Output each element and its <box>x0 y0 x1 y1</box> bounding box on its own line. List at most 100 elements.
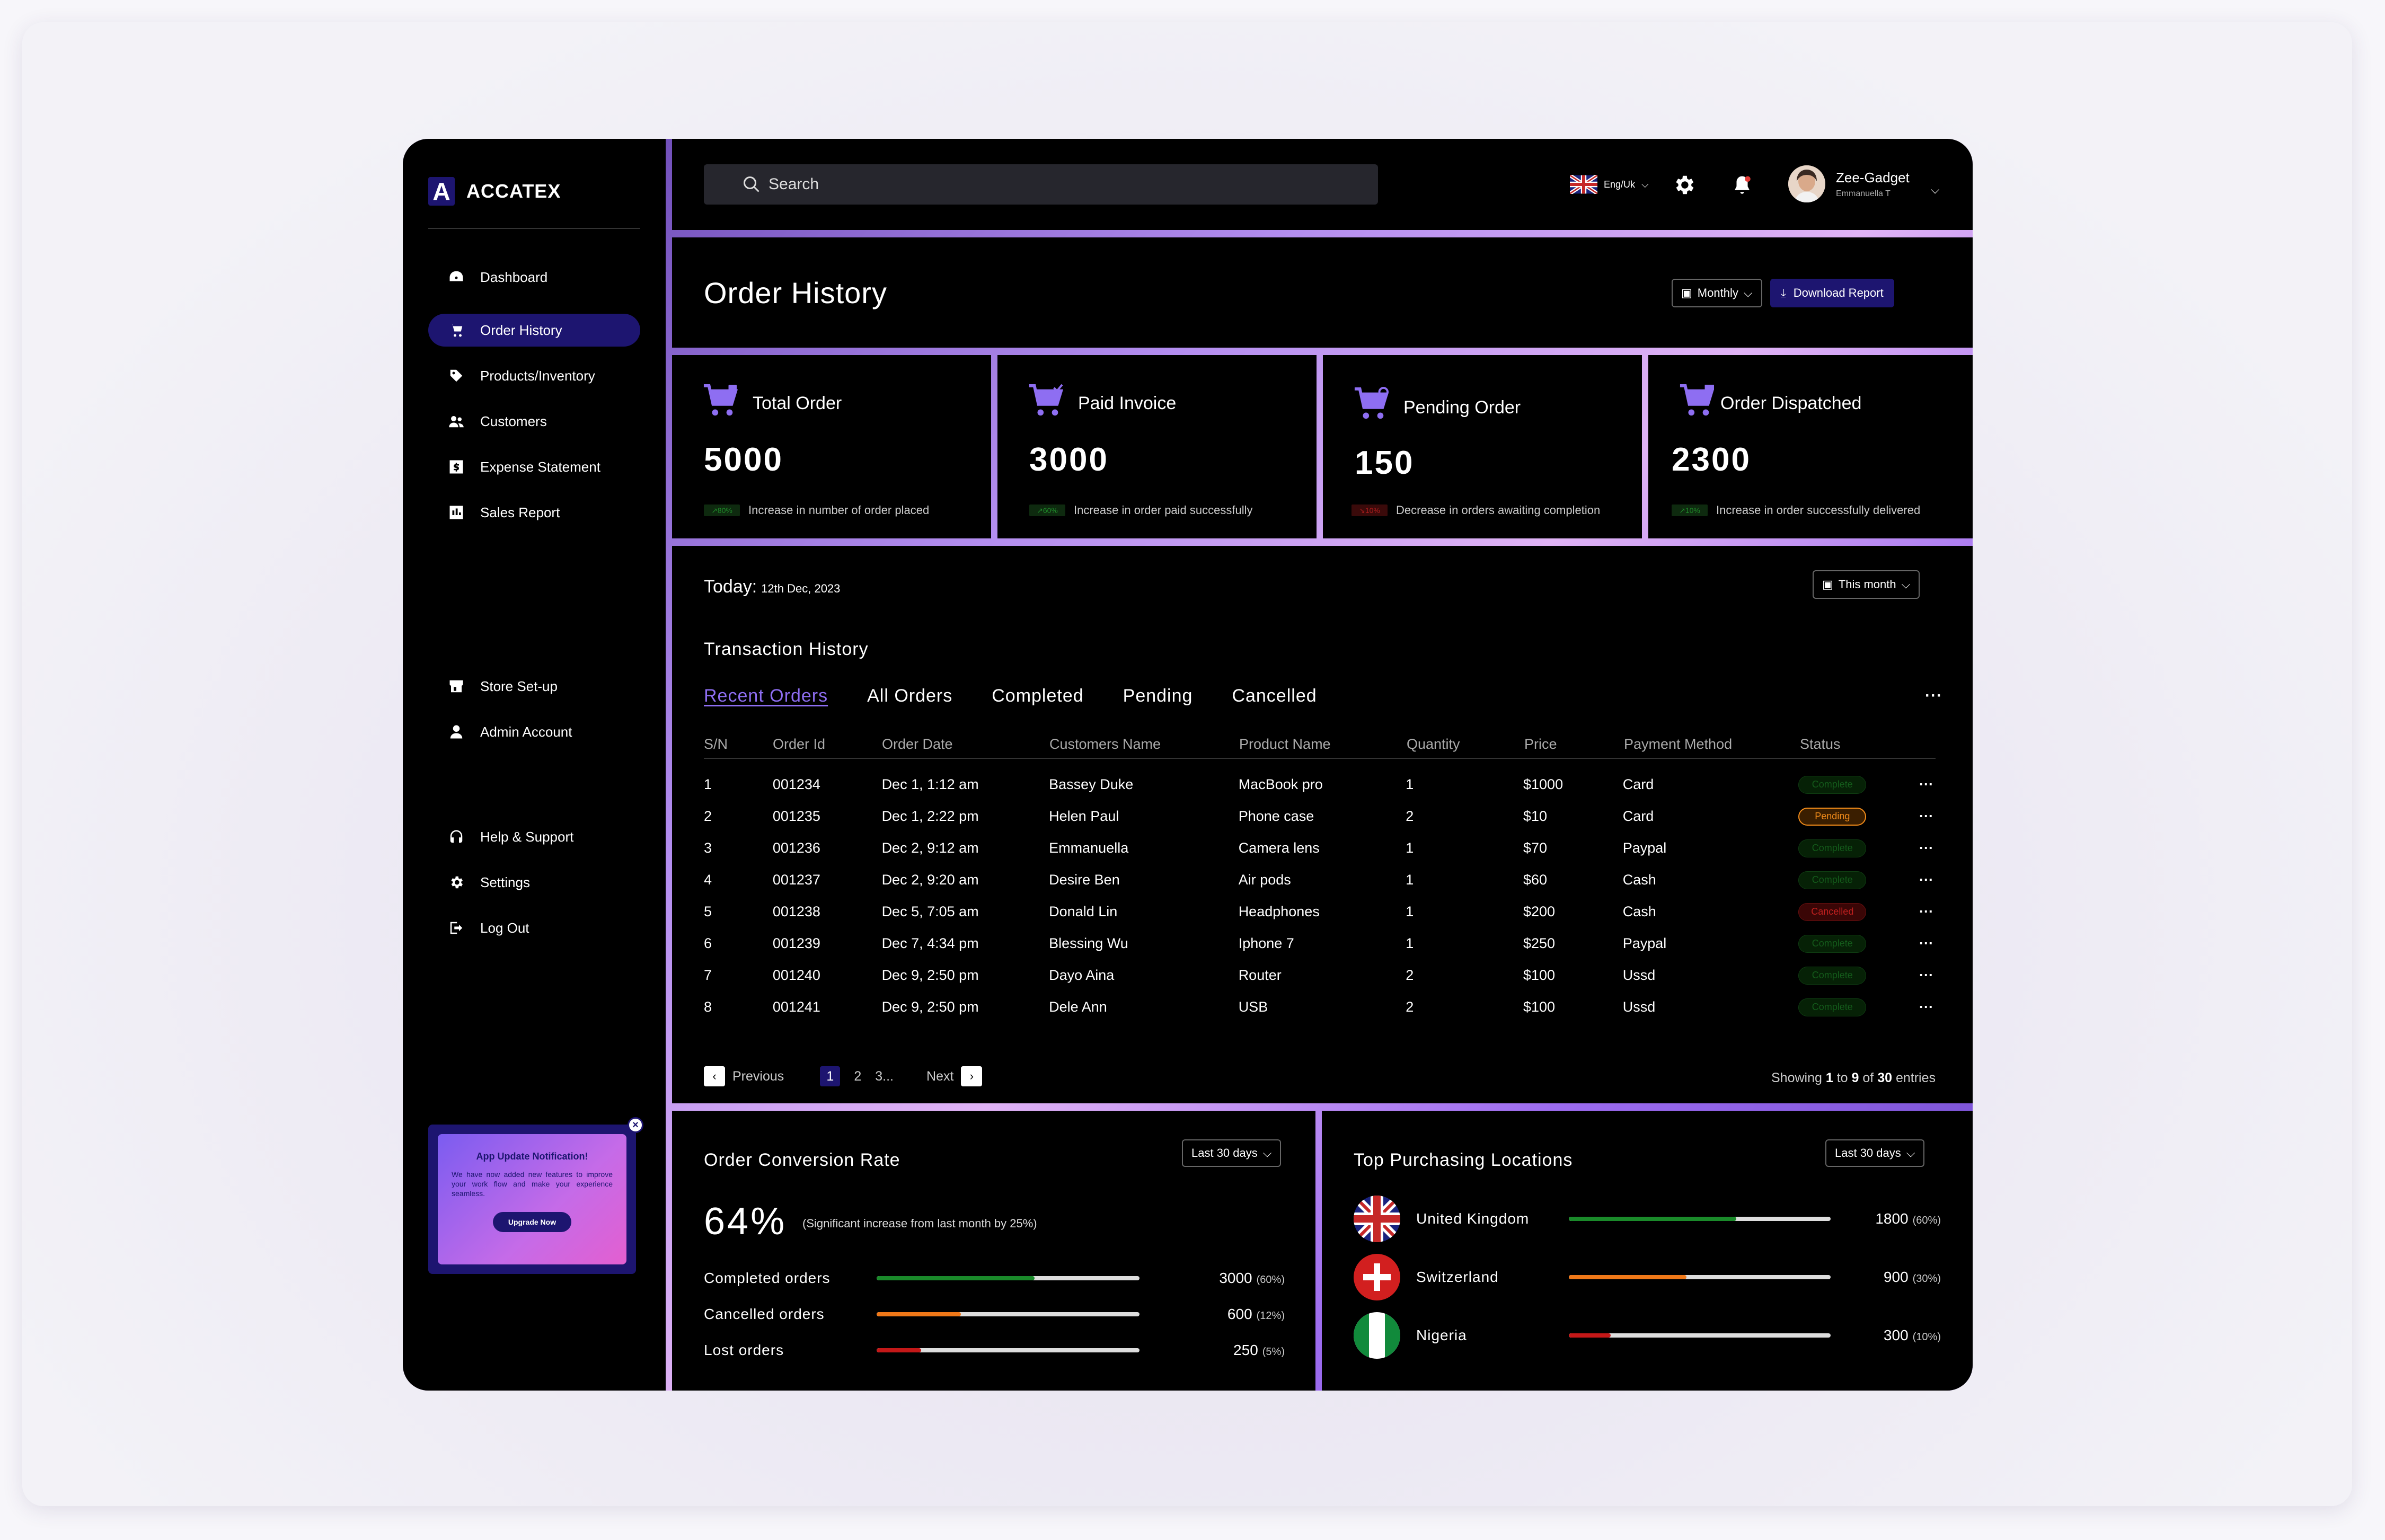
price-cell: $1000 <box>1523 776 1564 792</box>
progress-fill <box>1569 1333 1611 1338</box>
product-name-cell: Camera lens <box>1238 839 1320 856</box>
quantity-cell: 1 <box>1406 871 1414 888</box>
table-row[interactable]: 8 001241 Dec 9, 2:50 pm Dele Ann USB 2 $100 Uss… <box>704 991 1936 1023</box>
tab-all-orders[interactable]: All Orders <box>867 686 953 706</box>
sidebar-item-expense[interactable]: Expense Statement <box>428 450 640 483</box>
row-actions-icon[interactable]: ··· <box>1919 808 1933 824</box>
top-locations-panel: Top Purchasing Locations Last 30 days ⌵ … <box>1322 1111 1973 1391</box>
payment-method-cell: Card <box>1622 776 1654 792</box>
customer-name-cell: Bassey Duke <box>1049 776 1134 792</box>
tab-recent-orders[interactable]: Recent Orders <box>704 686 828 706</box>
language-selector[interactable]: Eng/Uk ⌵ <box>1570 175 1649 194</box>
stat-note: Increase in order successfully delivered <box>1716 503 1921 517</box>
row-actions-icon[interactable]: ··· <box>1919 935 1933 951</box>
settings-gear-icon[interactable] <box>1672 173 1696 197</box>
sidebar-item-settings[interactable]: Settings <box>428 866 640 899</box>
search-input[interactable]: Search <box>704 164 1378 205</box>
quantity-cell: 2 <box>1406 967 1414 983</box>
progress-bar <box>877 1312 1140 1316</box>
logo[interactable]: A ACCATEX <box>428 177 561 206</box>
table-row[interactable]: 4 001237 Dec 2, 9:20 am Desire Ben Air pods 1… <box>704 864 1936 896</box>
date-range-label: This month <box>1838 578 1896 591</box>
order-date-cell: Dec 2, 9:12 am <box>881 839 979 856</box>
page-number[interactable]: 1 <box>820 1066 841 1086</box>
order-id-cell: 001237 <box>772 871 820 888</box>
period-select[interactable]: ▣ Monthly ⌵ <box>1672 279 1762 307</box>
table-row[interactable]: 2 001235 Dec 1, 2:22 pm Helen Paul Phone cas… <box>704 800 1936 832</box>
tab-cancelled[interactable]: Cancelled <box>1232 686 1317 706</box>
status-cell: Complete <box>1798 934 1919 953</box>
stat-label: Order Dispatched <box>1720 393 1862 413</box>
download-report-button[interactable]: ⤓ Download Report <box>1770 279 1894 307</box>
row-actions-icon[interactable]: ··· <box>1919 871 1933 888</box>
conversion-range-select[interactable]: Last 30 days ⌵ <box>1182 1139 1282 1167</box>
payment-method-cell: Paypal <box>1622 935 1667 951</box>
stat-value: 2300 <box>1672 441 1751 478</box>
price-cell: $200 <box>1523 903 1556 919</box>
date-range-select[interactable]: ▣ This month ⌵ <box>1813 570 1920 599</box>
stat-label: Pending Order <box>1403 397 1521 418</box>
sidebar-item-dashboard[interactable]: Dashboard <box>428 261 640 294</box>
chevron-left-icon[interactable]: ‹ <box>704 1066 725 1086</box>
upgrade-now-button[interactable]: Upgrade Now <box>493 1212 571 1232</box>
quantity-cell: 1 <box>1406 935 1414 951</box>
row-actions-icon[interactable]: ··· <box>1919 839 1933 856</box>
previous-page-link[interactable]: Previous <box>732 1068 784 1084</box>
sidebar-item-sales-report[interactable]: Sales Report <box>428 496 640 529</box>
serial-cell: 2 <box>704 808 712 824</box>
table-row[interactable]: 7 001240 Dec 9, 2:50 pm Dayo Aina Router 2 $10… <box>704 959 1936 991</box>
product-name-cell: Air pods <box>1238 871 1291 888</box>
order-date-cell: Dec 5, 7:05 am <box>881 903 979 919</box>
table-row[interactable]: 5 001238 Dec 5, 7:05 am Donald Lin Headphone… <box>704 896 1936 927</box>
location-name: United Kingdom <box>1416 1210 1530 1227</box>
status-badge: Complete <box>1798 966 1867 985</box>
tab-pending[interactable]: Pending <box>1123 686 1193 706</box>
user-subtitle: Emmanuella T <box>1836 189 1891 198</box>
locations-range-select[interactable]: Last 30 days ⌵ <box>1825 1139 1925 1167</box>
payment-method-cell: Ussd <box>1622 967 1656 983</box>
sidebar-item-products[interactable]: Products/Inventory <box>428 359 640 392</box>
sidebar-item-help[interactable]: Help & Support <box>428 820 640 853</box>
serial-cell: 4 <box>704 871 712 888</box>
next-page-link[interactable]: Next <box>926 1068 954 1084</box>
sidebar-item-admin[interactable]: Admin Account <box>428 715 640 748</box>
location-value: 900 (30%) <box>1883 1269 1941 1285</box>
location-name: Switzerland <box>1416 1269 1499 1285</box>
users-icon <box>447 412 465 430</box>
progress-fill <box>877 1312 961 1316</box>
close-icon[interactable]: × <box>628 1117 643 1133</box>
table-row[interactable]: 6 001239 Dec 7, 4:34 pm Blessing Wu Iphone 7… <box>704 927 1936 959</box>
tab-completed[interactable]: Completed <box>992 686 1084 706</box>
sidebar-item-logout[interactable]: Log Out <box>428 911 640 944</box>
payment-method-cell: Card <box>1622 808 1654 824</box>
divider <box>428 228 640 229</box>
page-number[interactable]: 2 <box>854 1068 862 1084</box>
sidebar-item-order-history[interactable]: Order History <box>428 314 640 347</box>
row-actions-icon[interactable]: ··· <box>1919 903 1933 919</box>
table-row[interactable]: 1 001234 Dec 1, 1:12 am Bassey Duke MacBook … <box>704 768 1936 800</box>
row-actions-icon[interactable]: ··· <box>1919 998 1933 1015</box>
progress-fill <box>1569 1275 1687 1279</box>
cart-icon <box>447 321 465 339</box>
chevron-right-icon[interactable]: › <box>961 1066 983 1086</box>
page-number[interactable]: 3... <box>875 1068 894 1084</box>
sidebar-item-label: Dashboard <box>480 269 548 285</box>
calendar-icon: ▣ <box>1681 286 1692 299</box>
row-actions-icon[interactable]: ··· <box>1919 776 1933 792</box>
table-row[interactable]: 3 001236 Dec 2, 9:12 am Emmanuella Camera le… <box>704 832 1936 864</box>
order-id-cell: 001236 <box>772 839 820 856</box>
sidebar-item-customers[interactable]: Customers <box>428 405 640 438</box>
sidebar-item-store-setup[interactable]: Store Set-up <box>428 670 640 703</box>
status-cell: Complete <box>1798 997 1919 1016</box>
bell-icon[interactable] <box>1731 174 1753 197</box>
uk-flag-icon <box>1354 1196 1400 1242</box>
more-options-icon[interactable]: ··· <box>1925 687 1942 704</box>
chevron-down-icon: ⌵ <box>1930 183 1940 196</box>
entries-summary: Showing 1 to 9 of 30 entries <box>1771 1070 1936 1085</box>
customer-name-cell: Desire Ben <box>1049 871 1120 888</box>
user-profile-menu[interactable]: Zee-Gadget Emmanuella T ⌵ <box>1788 165 1939 202</box>
price-cell: $70 <box>1523 839 1548 856</box>
uk-flag-icon <box>1570 175 1597 194</box>
progress-fill <box>877 1276 1035 1280</box>
row-actions-icon[interactable]: ··· <box>1919 967 1933 983</box>
